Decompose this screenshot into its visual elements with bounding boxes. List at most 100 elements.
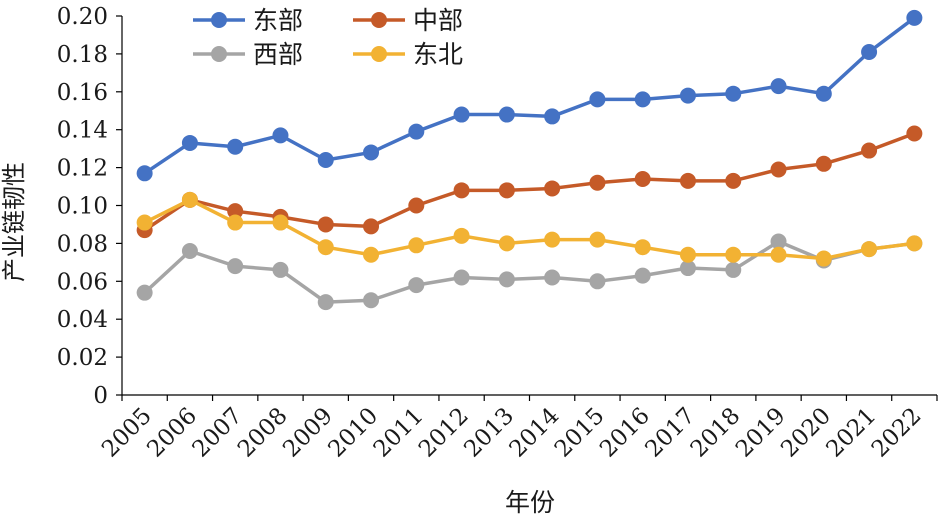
data-point [544, 108, 561, 125]
data-point [408, 237, 425, 254]
data-point [227, 214, 244, 231]
data-point [227, 203, 244, 220]
x-tick-label: 2019 [731, 403, 791, 463]
y-tick-label: 0.20 [57, 4, 108, 30]
legend-item: 西部 [193, 40, 303, 69]
data-point [136, 165, 153, 182]
data-point [906, 9, 923, 26]
data-point [634, 91, 651, 108]
legend-marker [211, 46, 227, 62]
data-point [136, 284, 153, 301]
data-point [634, 267, 651, 284]
x-tick-label: 2018 [686, 403, 746, 463]
series-layer [136, 9, 923, 311]
x-tick-label: 2007 [188, 403, 248, 463]
data-point [861, 241, 878, 258]
x-tick-label: 2020 [776, 403, 836, 463]
data-point [498, 182, 515, 199]
x-tick-label: 2022 [867, 403, 927, 463]
x-tick-label: 2010 [323, 403, 383, 463]
series-line [143, 239, 915, 304]
x-tick-label: 2014 [505, 403, 565, 463]
x-tick-label: 2011 [369, 403, 429, 463]
data-point [815, 250, 832, 267]
y-tick-label: 0.16 [57, 80, 108, 106]
data-point [770, 246, 787, 263]
data-point [770, 78, 787, 95]
data-point [815, 85, 832, 102]
legend-label: 东北 [413, 40, 463, 69]
data-point [906, 235, 923, 252]
data-point [679, 246, 696, 263]
x-tick-label: 2012 [414, 403, 474, 463]
series-4 [136, 191, 923, 267]
data-point [544, 180, 561, 197]
data-point [861, 44, 878, 61]
data-point [861, 142, 878, 159]
data-point [634, 170, 651, 187]
data-point [589, 91, 606, 108]
y-axis-label: 产业链韧性 [0, 162, 28, 282]
y-tick-label: 0.10 [57, 194, 108, 220]
data-point [679, 172, 696, 189]
y-tick-label: 0.06 [57, 269, 108, 295]
data-point [227, 138, 244, 155]
data-point [363, 144, 380, 161]
data-point [453, 106, 470, 123]
data-point [725, 261, 742, 278]
legend-marker [371, 46, 387, 62]
x-tick-label: 2005 [97, 403, 157, 463]
data-point [363, 292, 380, 309]
legend-marker [211, 12, 227, 28]
legend-item: 东北 [353, 40, 463, 69]
x-tick-label: 2006 [142, 403, 202, 463]
y-tick-label: 0.14 [57, 118, 108, 144]
data-point [317, 294, 334, 311]
y-tick-label: 0.08 [57, 231, 108, 257]
data-point [136, 214, 153, 231]
y-tick-labels: 0 0.02 0.04 0.06 0.08 0.10 0.12 0.14 0.16 0.18 0.2… [57, 4, 108, 409]
legend-label: 中部 [413, 6, 463, 35]
data-point [363, 218, 380, 235]
data-point [408, 197, 425, 214]
x-axis-label: 年份 [505, 488, 555, 517]
data-point [453, 182, 470, 199]
y-tick-label: 0 [93, 383, 108, 409]
legend-label: 西部 [253, 40, 303, 69]
data-point [770, 161, 787, 178]
axes [116, 15, 938, 401]
data-point [272, 261, 289, 278]
series-1 [136, 9, 923, 182]
legend-marker [371, 12, 387, 28]
data-point [453, 227, 470, 244]
data-point [317, 152, 334, 169]
data-point [227, 258, 244, 275]
legend-label: 东部 [253, 6, 303, 35]
data-point [634, 239, 651, 256]
data-point [725, 246, 742, 263]
x-tick-label: 2017 [640, 403, 700, 463]
data-point [272, 214, 289, 231]
legend-item: 中部 [353, 6, 463, 35]
series-line [143, 131, 915, 232]
data-point [589, 174, 606, 191]
data-point [498, 271, 515, 288]
data-point [181, 191, 198, 208]
data-point [317, 239, 334, 256]
data-point [589, 273, 606, 290]
legend-item: 东部 [193, 6, 303, 35]
y-tick-label: 0.12 [57, 156, 108, 182]
x-tick-labels: 2005200620072008200920102011201220132014… [97, 403, 927, 463]
y-tick-label: 0.18 [57, 42, 108, 68]
data-point [770, 233, 787, 250]
data-point [679, 260, 696, 277]
data-point [498, 235, 515, 252]
y-tick-label: 0.04 [57, 307, 108, 333]
data-point [544, 231, 561, 248]
x-tick-label: 2016 [595, 403, 655, 463]
data-point [725, 85, 742, 102]
data-point [408, 277, 425, 294]
